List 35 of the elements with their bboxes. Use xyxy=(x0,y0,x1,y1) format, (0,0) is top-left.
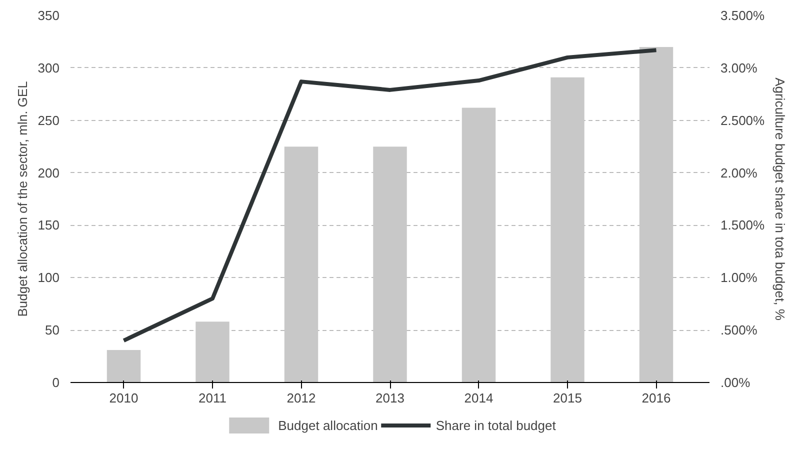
y-tick-label: 200 xyxy=(38,165,60,180)
y2-tick-label: 2.00% xyxy=(720,165,758,180)
y-tick-label: 350 xyxy=(38,8,60,23)
y2-tick-label: 3.00% xyxy=(720,60,758,76)
x-tick-label: 2016 xyxy=(642,390,671,406)
bar xyxy=(284,146,318,382)
y2-tick-label: 1.00% xyxy=(720,270,758,286)
x-tick-label: 2010 xyxy=(109,390,138,406)
x-tick-label: 2012 xyxy=(286,390,316,406)
y2-tick-label: 3.500% xyxy=(720,8,766,23)
x-tick-label: 2011 xyxy=(198,390,226,406)
y2-tick-label: 2.500% xyxy=(720,112,766,128)
bar xyxy=(639,46,674,382)
line-series xyxy=(122,48,658,343)
y-tick-label: 0 xyxy=(52,375,60,390)
y-tick-label: 150 xyxy=(38,218,60,233)
y2-tick-label: 1.500% xyxy=(720,218,766,233)
y2-axis-title: Agriculture budget share in tota budget, % xyxy=(772,78,788,321)
bar xyxy=(550,77,584,382)
bar xyxy=(462,108,496,382)
bar xyxy=(373,146,407,382)
y-tick-label: 100 xyxy=(38,270,60,286)
y2-tick-label: .00% xyxy=(720,375,751,390)
legend-label: Budget allocation xyxy=(278,418,378,432)
x-tick-label: 2014 xyxy=(464,390,494,406)
y2-tick-label: .500% xyxy=(720,322,758,338)
bar xyxy=(196,322,230,382)
bar xyxy=(106,350,141,382)
y-tick-label: 300 xyxy=(38,60,60,76)
x-tick-label: 2013 xyxy=(376,390,404,406)
y-tick-label: 250 xyxy=(38,112,60,128)
y-tick-label: 50 xyxy=(45,322,60,338)
legend-label: Share in total budget xyxy=(436,418,556,432)
x-tick-label: 2015 xyxy=(553,390,582,406)
y-axis-title: Budget allocation of the sector, mln. GEL xyxy=(14,81,30,317)
